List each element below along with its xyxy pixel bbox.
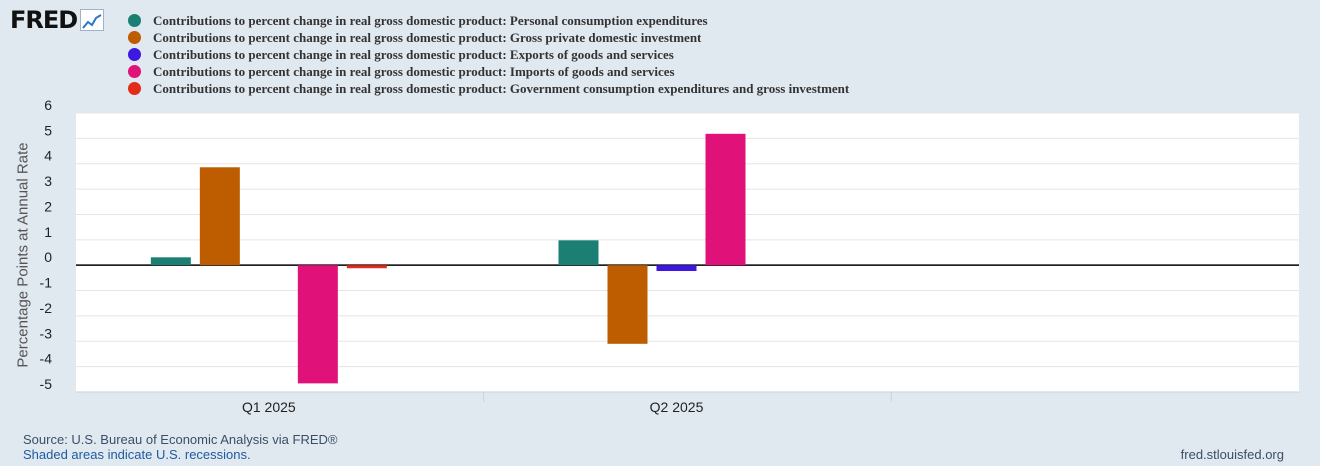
- fred-url-link[interactable]: fred.stlouisfed.org: [1180, 447, 1284, 462]
- y-tick-label: 4: [44, 148, 52, 164]
- x-tick-label: Q1 2025: [242, 399, 296, 415]
- y-tick-label: 6: [44, 97, 52, 113]
- x-tick-label: Q2 2025: [650, 399, 704, 415]
- legend-item: Contributions to percent change in real …: [128, 12, 849, 29]
- bar: [199, 167, 240, 266]
- legend-item: Contributions to percent change in real …: [128, 46, 849, 63]
- source-note: Source: U.S. Bureau of Economic Analysis…: [23, 432, 338, 447]
- legend-swatch: [128, 48, 141, 61]
- y-tick-label: 1: [44, 224, 52, 240]
- legend-label: Contributions to percent change in real …: [153, 46, 674, 62]
- legend-swatch: [128, 14, 141, 27]
- y-tick-label: -3: [40, 325, 53, 341]
- legend-swatch: [128, 31, 141, 44]
- legend-label: Contributions to percent change in real …: [153, 29, 702, 45]
- bar: [705, 133, 746, 266]
- bar: [346, 265, 387, 269]
- legend-item: Contributions to percent change in real …: [128, 29, 849, 46]
- bar: [607, 265, 648, 344]
- fred-logo[interactable]: FRED: [10, 6, 105, 34]
- line-graph-icon: [80, 9, 105, 31]
- plot-area: [76, 113, 1299, 392]
- y-tick-label: 5: [44, 122, 52, 138]
- y-tick-label: 2: [44, 198, 52, 214]
- y-tick-label: 0: [44, 249, 52, 265]
- legend-swatch: [128, 82, 141, 95]
- legend-swatch: [128, 65, 141, 78]
- bar: [558, 240, 599, 266]
- legend-label: Contributions to percent change in real …: [153, 63, 675, 79]
- y-tick-label: -2: [40, 300, 53, 316]
- y-tick-label: 3: [44, 173, 52, 189]
- bar: [656, 265, 697, 272]
- legend-label: Contributions to percent change in real …: [153, 80, 850, 96]
- bar: [150, 257, 191, 266]
- legend-item: Contributions to percent change in real …: [128, 80, 849, 97]
- chart-legend: Contributions to percent change in real …: [128, 12, 849, 97]
- legend-label: Contributions to percent change in real …: [153, 12, 708, 28]
- fred-logo-text: FRED: [10, 6, 78, 34]
- recession-note: Shaded areas indicate U.S. recessions.: [23, 447, 251, 462]
- y-tick-label: -5: [40, 376, 53, 392]
- y-tick-label: -4: [40, 351, 53, 367]
- legend-item: Contributions to percent change in real …: [128, 63, 849, 80]
- bar: [297, 265, 338, 384]
- y-tick-label: -1: [40, 275, 53, 291]
